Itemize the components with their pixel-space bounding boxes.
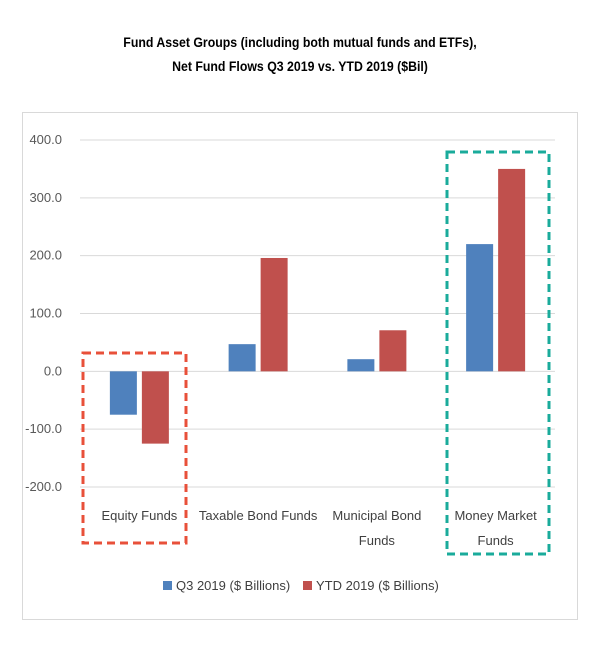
y-tick-label: 0.0 [44, 363, 62, 378]
bar-q3 [466, 244, 494, 372]
legend-swatch [303, 581, 312, 590]
highlight-box [445, 150, 551, 556]
legend-swatch [163, 581, 172, 590]
bar-ytd [498, 168, 526, 372]
bar-ytd [379, 330, 407, 372]
legend: Q3 2019 ($ Billions) YTD 2019 ($ Billions… [163, 578, 439, 593]
bar-q3 [109, 371, 137, 415]
bar-q3 [228, 344, 256, 372]
highlight-box [81, 351, 188, 545]
chart-area [22, 112, 578, 620]
bar-ytd [141, 371, 169, 444]
category-label: Taxable Bond Funds [199, 508, 318, 523]
y-tick-label: -100.0 [25, 421, 62, 436]
legend-label: Q3 2019 ($ Billions) [176, 578, 290, 593]
category-label: Equity Funds [101, 508, 177, 523]
chart-title-line-2: Net Fund Flows Q3 2019 vs. YTD 2019 ($Bi… [172, 58, 428, 74]
category-label: Money Market [454, 508, 537, 523]
category-label: Funds [359, 533, 396, 548]
y-tick-label: 200.0 [29, 248, 62, 263]
chart-title: Fund Asset Groups (including both mutual… [36, 30, 564, 78]
y-tick-label: 400.0 [29, 132, 62, 147]
legend-label: YTD 2019 ($ Billions) [316, 578, 439, 593]
category-label: Municipal Bond [332, 508, 421, 523]
bar-ytd [260, 257, 288, 372]
y-tick-label: 100.0 [29, 306, 62, 321]
category-label: Funds [478, 533, 515, 548]
y-tick-label: 300.0 [29, 190, 62, 205]
chart-title-line-1: Fund Asset Groups (including both mutual… [123, 34, 477, 50]
bar-q3 [347, 359, 375, 372]
y-tick-label: -200.0 [25, 479, 62, 494]
